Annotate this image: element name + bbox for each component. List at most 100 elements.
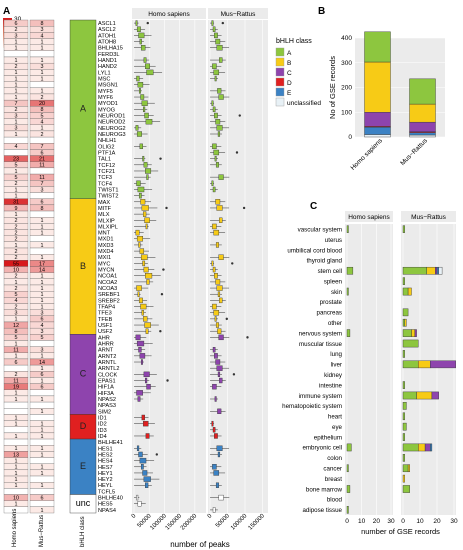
box-human: [143, 476, 151, 482]
heatmap-value-human: 2: [15, 286, 18, 292]
box-mouse: [212, 26, 216, 32]
gene-name: HEY1: [98, 471, 113, 477]
gene-name: LYL1: [98, 70, 111, 76]
heatmap-value-mouse: 1: [41, 421, 44, 427]
heatmap-cell-human: [3, 50, 29, 58]
box-mouse: [213, 149, 220, 156]
box-mouse: [217, 88, 222, 94]
gene-name: BHLHE40: [98, 496, 123, 502]
class-strip-label: unc: [76, 498, 91, 508]
heatmap-value-mouse: 5: [41, 113, 44, 119]
panel-c-xtick: 10: [358, 518, 366, 525]
box-human: [136, 131, 142, 137]
heatmap-value-human: 1: [15, 212, 18, 218]
box-xtick-mouse: 150000: [248, 513, 267, 532]
gene-name: TCFL5: [98, 489, 115, 495]
panel-b-bar-segment: [364, 112, 391, 127]
gene-name: NEUROD2: [98, 120, 125, 126]
box-human: [140, 464, 144, 470]
box-human: [137, 291, 140, 297]
panel-c-xtick: 0: [401, 518, 405, 525]
panel-b-bar-segment: [364, 126, 391, 135]
gene-name: USF2: [98, 329, 112, 335]
box-mouse: [219, 377, 223, 384]
heatmap-value-human: 13: [13, 452, 19, 458]
panel-c-xlabel: number of GSE records: [361, 527, 440, 536]
gene-name: HIF3A: [98, 391, 114, 397]
box-mouse: [215, 359, 221, 365]
box-mouse: [213, 69, 220, 76]
gene-name: MXI1: [98, 255, 111, 261]
panel-c-xtick: 30: [450, 518, 458, 525]
heatmap-value-human: 1: [15, 46, 18, 52]
col-label-class: bHLH class: [80, 516, 86, 547]
panel-c-category: epithelium: [314, 434, 342, 441]
box-human: [143, 57, 147, 63]
box-mouse: [216, 365, 223, 371]
box-human: [143, 371, 150, 378]
box-human: [141, 414, 145, 421]
box-mouse: [211, 260, 214, 267]
gene-name: ARNT2: [98, 354, 116, 360]
gene-name: TFEB: [98, 317, 113, 323]
gene-name: HEYL: [98, 483, 113, 489]
col-label-mouse: Mus−Rattus: [39, 515, 45, 547]
heatmap-cell-human: [3, 364, 29, 372]
box-human: [141, 100, 148, 106]
panel-c-tissue-bars: Homo sapiens 0 10 20 30 Mus−Rattus 0 10 20 30 vasc…: [282, 211, 458, 536]
box-mouse: [213, 229, 220, 236]
panel-c-xtick: 20: [373, 518, 381, 525]
gene-name: OLIG2: [98, 144, 114, 150]
box-mouse: [216, 205, 223, 211]
box-human: [136, 340, 145, 347]
panel-b-bar-segment: [409, 121, 436, 133]
box-mouse: [212, 507, 216, 513]
heatmap-value-mouse: 6: [41, 495, 44, 501]
box-mouse: [213, 310, 220, 316]
gene-name: TFE3: [98, 311, 112, 317]
panel-c-category: adipose tissue: [302, 507, 342, 514]
heatmap-value-human: 1: [15, 76, 18, 82]
panel-b-ytick: 400: [341, 35, 352, 42]
heatmap-value-human: 1: [15, 89, 18, 95]
heatmap-value-human: 10: [13, 495, 19, 501]
gene-name: MSGN1: [98, 83, 118, 89]
gene-name: ATOH1: [98, 33, 116, 39]
gene-name: TWIST1: [98, 187, 119, 193]
box-human: [145, 223, 148, 230]
panel-c-bar-segment: [411, 329, 416, 337]
gene-name: MSC: [98, 77, 110, 83]
gene-name: HES4: [98, 459, 113, 465]
class-strip: [69, 414, 97, 440]
heatmap-value-mouse: 2: [41, 132, 44, 138]
gene-name: MYF6: [98, 95, 113, 101]
class-strip-label: C: [80, 369, 87, 379]
gene-name: MLXIP: [98, 218, 115, 224]
panel-c-bar-segment: [402, 339, 419, 348]
box-human: [144, 112, 149, 119]
panel-c-bar-segment: [407, 287, 412, 296]
box-panel-mouse-bg: [208, 20, 268, 513]
heatmap-value-human: 9: [15, 206, 18, 212]
panel-c-category: umbilical cord blood: [287, 247, 342, 254]
box-human: [140, 45, 146, 51]
heatmap-value-human: 3: [15, 126, 18, 132]
heatmap-value-human: 23: [13, 157, 19, 163]
box-human: [135, 125, 139, 131]
heatmap-cell-human: [3, 426, 29, 434]
box-mouse: [215, 279, 221, 285]
heatmap-value-mouse: 6: [41, 372, 44, 378]
panel-c-bar-segment: [414, 329, 417, 337]
panel-c-bar-segment: [402, 277, 405, 285]
box-mouse: [218, 494, 224, 501]
box-human: [138, 297, 143, 304]
panel-c-bar-segment: [431, 391, 439, 400]
panel-c-bar-segment: [346, 506, 349, 514]
heatmap-value-mouse: 1: [41, 224, 44, 230]
gene-name: ID1: [98, 415, 107, 421]
class-strip: [69, 494, 97, 514]
box-mouse: [218, 254, 224, 260]
panel-c-category: heart: [328, 414, 342, 421]
heatmap-value-mouse: 1: [41, 434, 44, 440]
